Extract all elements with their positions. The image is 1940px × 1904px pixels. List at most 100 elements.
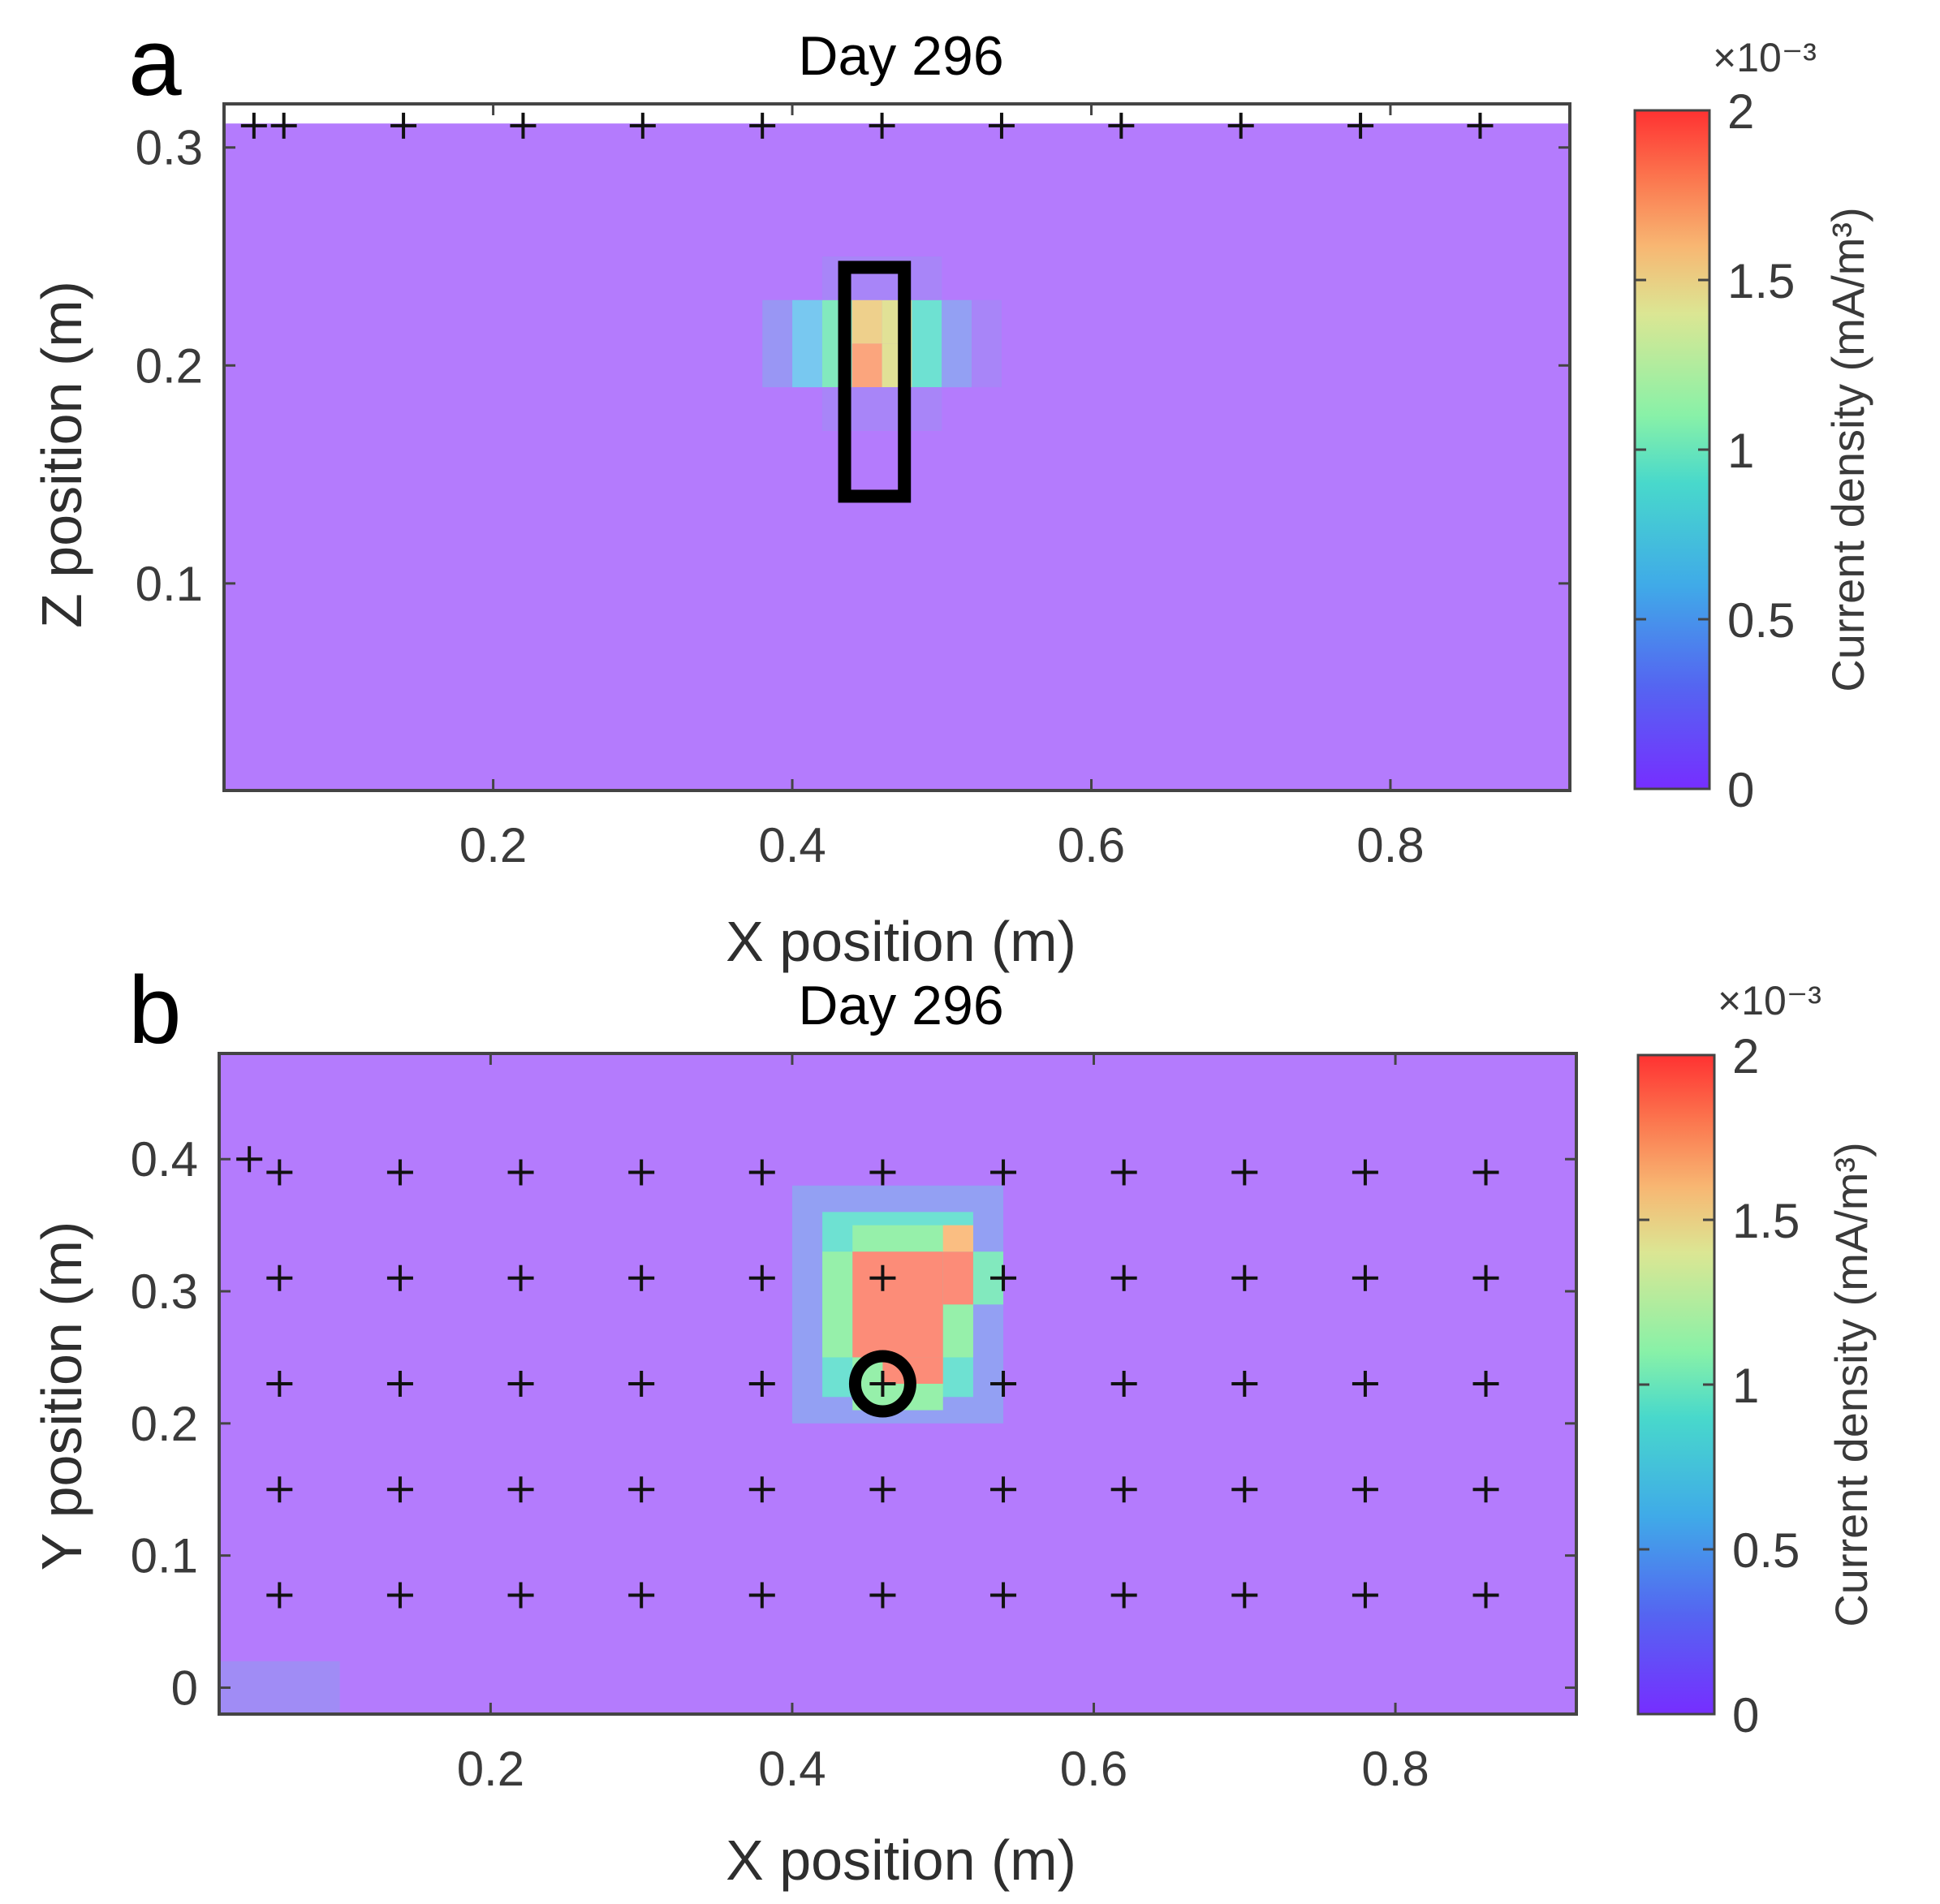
panel-b-heatmap-cell — [219, 1661, 340, 1714]
panel-b-ytick-label: 0.3 — [131, 1264, 198, 1319]
panel-b-ylabel: Y position (m) — [30, 1221, 93, 1571]
panel-b-plus-marker — [266, 1371, 293, 1397]
panel-a-annotation-rect — [838, 261, 912, 503]
panel-b-plus-marker — [1472, 1582, 1499, 1609]
panel-a-plus-marker — [270, 112, 297, 139]
panel-b-plus-marker — [386, 1264, 413, 1291]
panel-b-plus-marker — [748, 1159, 775, 1186]
panel-a-axes-frame — [222, 102, 1571, 792]
panel-a-heatmap-cell — [851, 299, 882, 344]
panel-a-plus-marker — [390, 112, 417, 139]
panel-b-plus-marker — [990, 1159, 1017, 1186]
panel-b-ytick-label: 0.1 — [131, 1529, 198, 1583]
panel-a-colorbar-tick-label: 2 — [1727, 84, 1754, 139]
panel-b-colorbar-tick-label: 0 — [1732, 1688, 1759, 1742]
panel-a-ylabel: Z position (m) — [30, 281, 93, 628]
panel-b-plus-marker — [628, 1582, 655, 1609]
panel-b-heatmap-cell — [942, 1304, 973, 1358]
panel-b-xtick-label: 0.4 — [758, 1742, 826, 1796]
panel-a-colorbar-tick-label: 1 — [1727, 424, 1754, 478]
panel-b-plus-marker — [869, 1371, 896, 1397]
panel-b-ytick-label: 0.2 — [131, 1397, 198, 1451]
panel-b-plus-marker — [386, 1371, 413, 1397]
panel-b-plus-marker — [386, 1159, 413, 1186]
panel-b-plus-marker — [869, 1159, 896, 1186]
panel-a-title: Day 296 — [798, 25, 1003, 87]
panel-b-plus-marker — [507, 1264, 534, 1291]
panel-b-colorbar-tick-label: 1.5 — [1732, 1194, 1800, 1248]
panel-a-colorbar-gradient — [1635, 110, 1709, 789]
panel-a-colorbar: 0 0.5 1 1.5 2×10⁻³ Current density (mA/m³) — [1633, 35, 1873, 817]
panel-b-plus-marker — [1231, 1264, 1258, 1291]
panel-a-xlabel: X position (m) — [726, 910, 1076, 973]
panel-b-colorbar-tick-label: 0.5 — [1732, 1523, 1800, 1578]
panel-a-ytick-label: 0.3 — [136, 121, 203, 175]
panel-a-plus-marker — [1347, 112, 1374, 139]
panel-b-plus-marker — [507, 1371, 534, 1397]
panel-b-colorbar-tick-label: 2 — [1732, 1029, 1759, 1083]
panel-b-plus-marker — [990, 1371, 1017, 1397]
panel-b-plus-marker — [990, 1264, 1017, 1291]
panel-a-plus-marker — [629, 112, 656, 139]
panel-b-plus-marker — [1352, 1476, 1378, 1503]
panel-b-plus-marker — [1472, 1264, 1499, 1291]
panel-b-plus-marker — [1110, 1476, 1137, 1503]
panel-b-heatmap-cell — [942, 1251, 973, 1305]
panel-a-ytick-label: 0.2 — [136, 338, 203, 393]
panel-a-plus-marker — [869, 112, 895, 139]
panel-b-plus-marker — [386, 1476, 413, 1503]
panel-b-ytick-label: 0 — [171, 1661, 198, 1715]
panel-a-heatmap-background — [224, 123, 1570, 790]
panel-b-xtick-label: 0.2 — [457, 1742, 524, 1796]
panel-a-colorbar-label: Current density (mA/m³) — [1822, 207, 1873, 691]
panel-b-plus-marker — [1110, 1264, 1137, 1291]
panel-a-colorbar-multiplier: ×10⁻³ — [1713, 35, 1817, 80]
panel-b-plus-marker — [628, 1476, 655, 1503]
panel-b-plus-marker — [748, 1264, 775, 1291]
panel-b-plus-marker — [266, 1582, 293, 1609]
panel-b-plus-marker — [1110, 1159, 1137, 1186]
panel-b-annotation-circle — [848, 1350, 916, 1418]
panel-a-xtick-label: 0.8 — [1356, 818, 1424, 872]
panel-b-plot: 0.2 0.4 0.6 0.8 0 0.1 0.2 0.3 0.4 — [131, 1052, 1578, 1796]
panel-b-axes-frame — [218, 1052, 1578, 1716]
panel-a-heatmap-cell — [792, 299, 822, 388]
panel-b-plus-marker — [1231, 1371, 1258, 1397]
panel-b-ytick-label: 0.4 — [131, 1132, 198, 1187]
panel-b-plus-marker — [1472, 1476, 1499, 1503]
panel-a-plus-marker — [510, 112, 537, 139]
panel-b-plus-marker — [1352, 1159, 1378, 1186]
panel-b-plus-marker — [748, 1476, 775, 1503]
panel-a-top-gap — [224, 104, 1570, 124]
panel-b-title: Day 296 — [798, 975, 1003, 1036]
panel-b-plus-marker — [1231, 1159, 1258, 1186]
panel-b-colorbar-multiplier: ×10⁻³ — [1718, 978, 1821, 1023]
panel-b-plus-marker — [990, 1582, 1017, 1609]
panel-a-ytick-label: 0.1 — [136, 557, 203, 611]
panel-b-plus-marker — [628, 1264, 655, 1291]
panel-b-plus-marker — [386, 1582, 413, 1609]
panel-b-plus-marker — [628, 1159, 655, 1186]
panel-b-plus-marker — [1352, 1264, 1378, 1291]
panel-a-colorbar-tick-label: 1.5 — [1727, 254, 1795, 308]
panel-a-heatmap-cell — [912, 299, 942, 388]
panel-b-plus-marker — [266, 1476, 293, 1503]
panel-a-plus-marker — [1108, 112, 1135, 139]
panel-b-plus-marker — [1231, 1582, 1258, 1609]
panel-b-plus-marker — [266, 1264, 293, 1291]
panel-b-plus-marker — [748, 1371, 775, 1397]
panel-b-plus-marker — [869, 1582, 896, 1609]
panel-b-plus-marker — [507, 1159, 534, 1186]
panel-a-letter: a — [128, 9, 182, 116]
panel-a-plus-marker — [1467, 112, 1494, 139]
panel-b-colorbar-tick-label: 1 — [1732, 1359, 1759, 1413]
panel-a-colorbar-tick-label: 0.5 — [1727, 593, 1795, 648]
panel-a-colorbar-tick-label: 0 — [1727, 763, 1754, 817]
panel-b-plus-marker — [507, 1582, 534, 1609]
panel-b-plus-marker — [1110, 1582, 1137, 1609]
panel-a-heatmap-cell — [762, 299, 793, 388]
panel-a-xtick-label: 0.2 — [459, 818, 527, 872]
panel-a-heatmap-cell — [851, 343, 882, 388]
panel-b-plus-marker — [748, 1582, 775, 1609]
